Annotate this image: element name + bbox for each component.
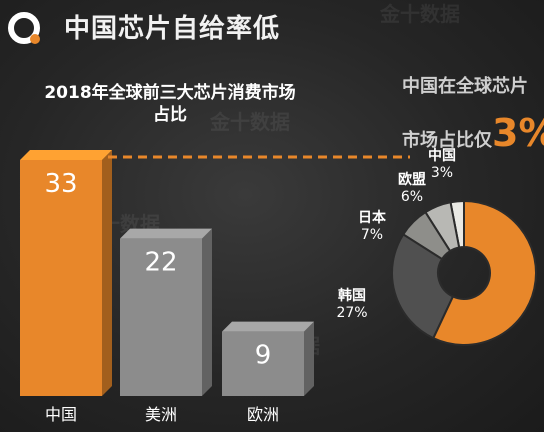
- pie-value-label: 6%: [401, 189, 423, 205]
- bar-value-label: 33: [44, 169, 77, 199]
- watermark: 金十数据: [210, 110, 290, 134]
- bar: [222, 331, 304, 396]
- bar-side: [202, 228, 212, 396]
- page-title: 中国芯片自给率低: [64, 14, 281, 44]
- side-headline-value: 3%: [492, 111, 544, 155]
- pie-label: 欧盟: [398, 171, 426, 188]
- bar-top: [120, 228, 212, 239]
- x-tick-label: 欧洲: [247, 405, 279, 424]
- pie-slice: [391, 233, 455, 340]
- side-headline: 中国在全球芯片 市场占比仅3%: [402, 64, 544, 164]
- bar-value-label: 22: [144, 248, 177, 278]
- side-headline-prefix: 市场占比仅: [402, 130, 492, 151]
- pie-label: 日本: [358, 209, 387, 226]
- pie-label: 韩国: [338, 287, 366, 304]
- side-headline-line1: 中国在全球芯片: [402, 76, 528, 97]
- brand-logo-icon: [8, 12, 40, 44]
- x-tick-label: 中国: [45, 405, 77, 424]
- side-headline-line2: 市场占比仅3%: [402, 110, 544, 164]
- bar-top: [20, 150, 112, 160]
- pie-value-label: 3%: [431, 165, 453, 181]
- bar-side: [304, 321, 314, 396]
- pie-label: 中国: [428, 147, 456, 164]
- bar: [120, 238, 202, 396]
- bar: [20, 160, 102, 396]
- bar-value-label: 9: [255, 341, 272, 371]
- bar-top: [222, 321, 314, 332]
- x-tick-label: 美洲: [145, 405, 177, 424]
- chart-title: 2018年全球前三大芯片消费市场占比: [44, 83, 296, 125]
- watermark: 金十数据: [380, 2, 460, 26]
- pie-slice: [432, 199, 537, 346]
- pie-value-label: 27%: [336, 305, 367, 321]
- bar-side: [102, 150, 112, 396]
- pie-value-label: 7%: [361, 227, 383, 243]
